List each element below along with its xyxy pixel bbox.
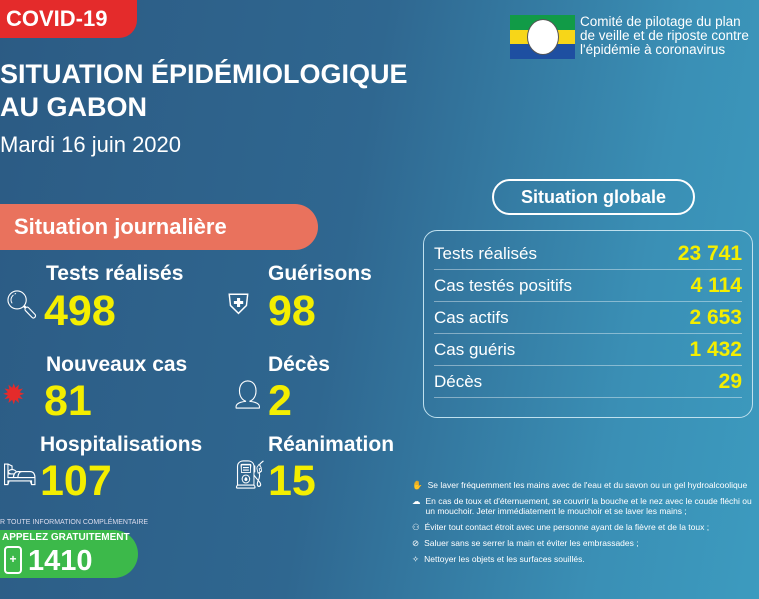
no-handshake-icon: ⊘: [412, 538, 420, 548]
stat-label: Nouveaux cas: [46, 353, 188, 376]
advice-item: ✋ Se laver fréquemment les mains avec de …: [412, 480, 759, 490]
stat-label: Réanimation: [268, 433, 395, 456]
global-row: Tests réalisés 23 741: [434, 239, 742, 270]
advice-item: ⚇ Éviter tout contact étroit avec une per…: [412, 522, 759, 532]
stat-label: Guérisons: [268, 262, 372, 285]
stat-value: 98: [268, 287, 316, 335]
row-value: 2 653: [689, 306, 742, 329]
advice-text: Éviter tout contact étroit avec une pers…: [424, 522, 710, 532]
daily-heading: Situation journalière: [0, 204, 318, 250]
page-title: SITUATION ÉPIDÉMIOLOGIQUE AU GABON: [0, 58, 408, 124]
gabon-flag-logo: [510, 15, 575, 59]
cleaning-icon: ✧: [412, 554, 420, 564]
title-line-2: AU GABON: [0, 92, 147, 122]
oxygen-tank-icon: ⛽︎: [232, 460, 266, 490]
advice-item: ☁ En cas de toux et d'éternuement, se cou…: [412, 496, 759, 516]
person-icon: 👤︎: [230, 380, 264, 410]
advice-text: Nettoyer les objets et les surfaces soui…: [424, 554, 585, 564]
global-row: Cas guéris 1 432: [434, 335, 742, 366]
stat-label: Tests réalisés: [46, 262, 184, 285]
row-label: Décès: [434, 372, 483, 391]
stat-value: 2: [268, 377, 292, 425]
row-value: 4 114: [690, 274, 742, 297]
stat-value: 15: [268, 457, 316, 505]
stat-value: 81: [44, 377, 92, 425]
shield-cross-icon: ⛨: [228, 290, 250, 320]
hospital-bed-icon: 🛏︎: [2, 460, 36, 490]
date: Mardi 16 juin 2020: [0, 132, 182, 157]
virus-icon: ✹: [2, 380, 26, 410]
hotline-number[interactable]: 1410: [28, 545, 93, 577]
covid-badge: COVID-19: [0, 0, 137, 38]
committee-line: de veille et de riposte contre: [580, 28, 749, 43]
hotline-banner[interactable]: APPELEZ GRATUITEMENT + 1410: [0, 530, 138, 578]
row-value: 1 432: [689, 338, 742, 361]
magnifier-icon: 🔍︎: [4, 290, 38, 320]
committee-text: Comité de pilotage du plan de veille et …: [580, 15, 749, 57]
stat-value: 107: [40, 457, 112, 505]
advice-list: ✋ Se laver fréquemment les mains avec de …: [412, 480, 759, 570]
distance-icon: ⚇: [412, 522, 420, 532]
global-row: Décès 29: [434, 367, 742, 398]
advice-text: En cas de toux et d'éternuement, se couv…: [425, 496, 752, 516]
title-line-1: SITUATION ÉPIDÉMIOLOGIQUE: [0, 59, 408, 89]
row-label: Cas testés positifs: [434, 276, 572, 295]
stat-label: Hospitalisations: [40, 433, 203, 456]
row-label: Tests réalisés: [434, 244, 537, 263]
global-heading: Situation globale: [492, 179, 695, 215]
advice-text: Se laver fréquemment les mains avec de l…: [427, 480, 748, 490]
global-row: Cas actifs 2 653: [434, 303, 742, 334]
committee-line: l'épidémie à coronavirus: [580, 42, 726, 57]
info-text: R TOUTE INFORMATION COMPLÉMENTAIRE: [0, 519, 149, 526]
sneeze-icon: ☁: [412, 496, 421, 506]
seal-icon: [527, 19, 559, 55]
global-row: Cas testés positifs 4 114: [434, 271, 742, 302]
row-label: Cas guéris: [434, 340, 516, 359]
global-table: Tests réalisés 23 741 Cas testés positifs…: [423, 230, 753, 418]
hotline-label: APPELEZ GRATUITEMENT: [2, 532, 130, 543]
advice-item: ⊘ Saluer sans se serrer la main et éviter…: [412, 538, 759, 548]
row-value: 29: [718, 370, 742, 393]
advice-text: Saluer sans se serrer la main et éviter …: [424, 538, 639, 548]
phone-icon: +: [4, 546, 22, 574]
stat-value: 498: [44, 287, 116, 335]
committee-line: Comité de pilotage du plan: [580, 14, 741, 29]
stat-label: Décès: [268, 353, 330, 376]
row-label: Cas actifs: [434, 308, 509, 327]
advice-item: ✧ Nettoyer les objets et les surfaces sou…: [412, 554, 759, 564]
handwash-icon: ✋: [412, 480, 423, 490]
row-value: 23 741: [677, 242, 742, 265]
